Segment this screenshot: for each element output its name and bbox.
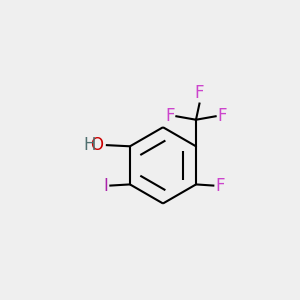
Text: H: H	[83, 136, 96, 154]
Text: F: F	[218, 107, 227, 125]
Text: F: F	[215, 177, 225, 195]
Text: F: F	[165, 107, 175, 125]
Text: I: I	[103, 177, 108, 195]
Text: O: O	[90, 136, 104, 154]
Text: F: F	[195, 84, 204, 102]
